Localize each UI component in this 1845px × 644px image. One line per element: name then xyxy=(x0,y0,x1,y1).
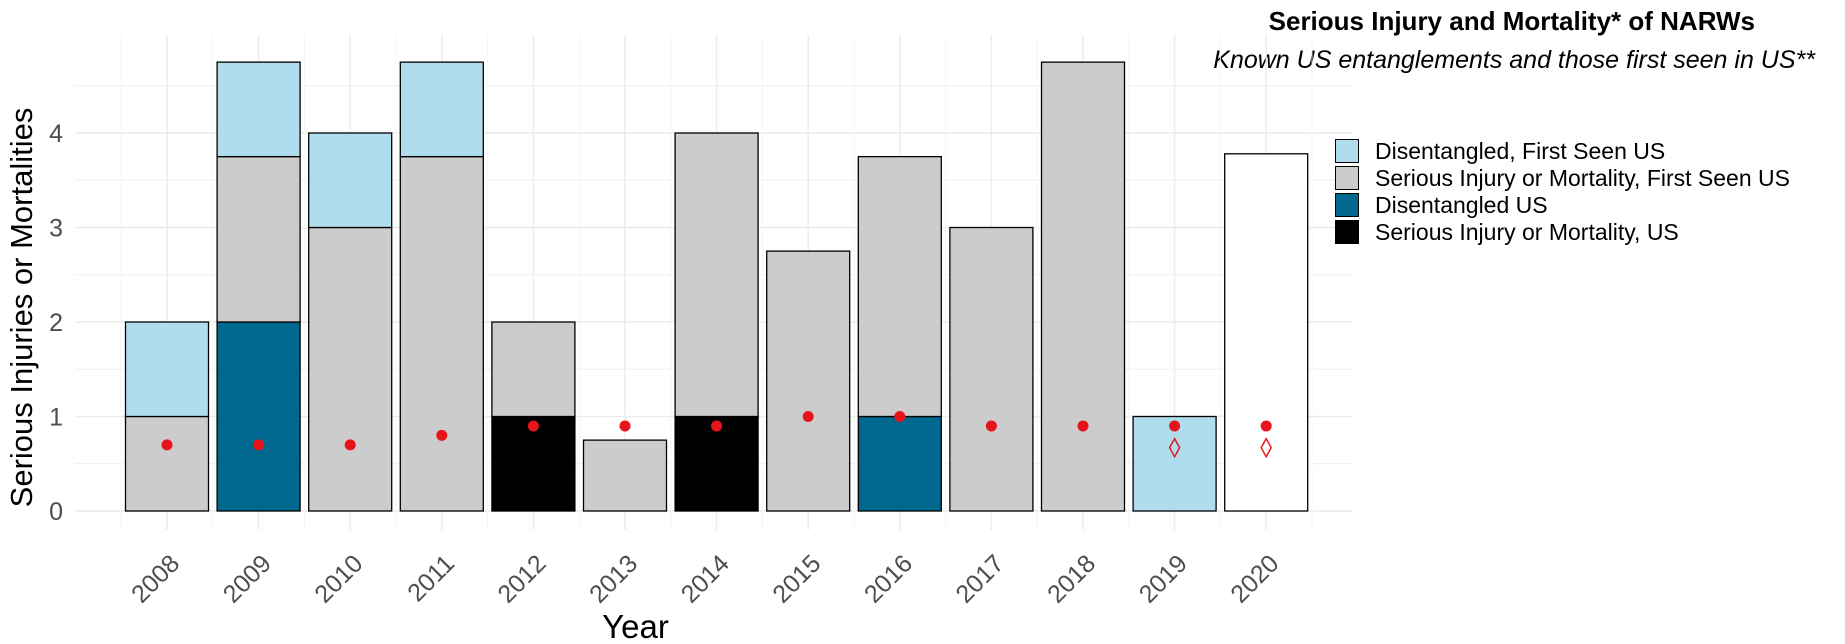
x-tick-label: 2015 xyxy=(767,549,826,608)
bar-segment xyxy=(582,439,668,512)
bar-segment xyxy=(491,321,576,418)
legend-label: Disentangled, First Seen US xyxy=(1375,137,1666,164)
y-tick-label: 4 xyxy=(49,120,63,148)
x-tick-label: 2012 xyxy=(493,549,552,608)
y-tick-label: 1 xyxy=(49,404,63,432)
bar-segment xyxy=(399,61,484,158)
data-point-marker xyxy=(802,411,814,422)
chart-subtitle: Known US entanglements and those first s… xyxy=(1213,46,1815,74)
data-point-marker xyxy=(985,420,997,432)
bar-segment xyxy=(216,155,301,323)
legend-label: Disentangled US xyxy=(1375,191,1548,218)
data-point-marker xyxy=(619,420,631,432)
data-point-marker xyxy=(253,439,265,451)
x-tick-label: 2014 xyxy=(676,549,735,608)
data-point-marker xyxy=(527,420,539,432)
legend-item: Disentangled, First Seen US xyxy=(1335,138,1790,164)
diamond-marker xyxy=(1260,437,1273,459)
legend: Disentangled, First Seen US Serious Inju… xyxy=(1335,138,1790,246)
bar-segment xyxy=(1224,153,1309,512)
bar-segment xyxy=(216,61,301,158)
diamond-marker xyxy=(1168,437,1181,459)
x-axis-title: Year xyxy=(602,608,669,644)
bar-segment xyxy=(1040,61,1126,512)
bar-segment xyxy=(308,132,393,229)
x-tick-label: 2019 xyxy=(1134,549,1193,608)
legend-item: Serious Injury or Mortality, First Seen … xyxy=(1335,165,1790,191)
bar-segment xyxy=(766,250,851,512)
bar-segment xyxy=(674,415,759,512)
x-tick-label: 2017 xyxy=(951,549,1010,608)
data-point-marker xyxy=(1169,420,1181,432)
x-tick-label: 2016 xyxy=(859,549,918,608)
data-point-marker xyxy=(894,411,906,422)
x-tick-label: 2013 xyxy=(584,549,643,608)
data-point-marker xyxy=(1260,420,1272,432)
x-tick-label: 2018 xyxy=(1042,549,1101,608)
data-point-marker xyxy=(711,420,723,432)
y-axis-title: Serious Injuries or Mortalities xyxy=(4,108,39,508)
bar-segment xyxy=(399,155,484,512)
legend-swatch xyxy=(1335,193,1359,217)
bar-segment xyxy=(308,226,393,512)
x-tick-label: 2011 xyxy=(402,549,460,607)
legend-swatch xyxy=(1335,220,1359,244)
legend-item: Serious Injury or Mortality, US xyxy=(1335,219,1790,245)
bar-segment xyxy=(124,321,210,418)
bar-segment xyxy=(949,226,1034,512)
data-point-marker xyxy=(161,439,173,451)
bar-segment xyxy=(857,415,942,512)
bar-segment xyxy=(124,415,210,512)
legend-label: Serious Injury or Mortality, US xyxy=(1375,218,1679,245)
y-tick-label: 3 xyxy=(49,215,63,243)
bar-segment xyxy=(1132,415,1217,512)
data-point-marker xyxy=(344,439,356,451)
x-tick-label: 2020 xyxy=(1225,549,1284,608)
bar-segment xyxy=(216,321,301,512)
x-tick-label: 2009 xyxy=(218,549,277,608)
y-tick-label: 0 xyxy=(49,498,63,526)
legend-label: Serious Injury or Mortality, First Seen … xyxy=(1375,164,1790,191)
y-tick-label: 2 xyxy=(49,309,63,337)
data-point-marker xyxy=(436,429,448,441)
legend-item: Disentangled US xyxy=(1335,192,1790,218)
chart-title: Serious Injury and Mortality* of NARWs xyxy=(1268,6,1755,36)
legend-swatch xyxy=(1335,166,1359,190)
x-tick-label: 2008 xyxy=(126,549,185,608)
data-point-marker xyxy=(1077,420,1089,432)
bar-segment xyxy=(674,132,759,418)
x-tick-label: 2010 xyxy=(309,549,368,608)
legend-swatch xyxy=(1335,139,1359,163)
bar-segment xyxy=(857,155,942,418)
